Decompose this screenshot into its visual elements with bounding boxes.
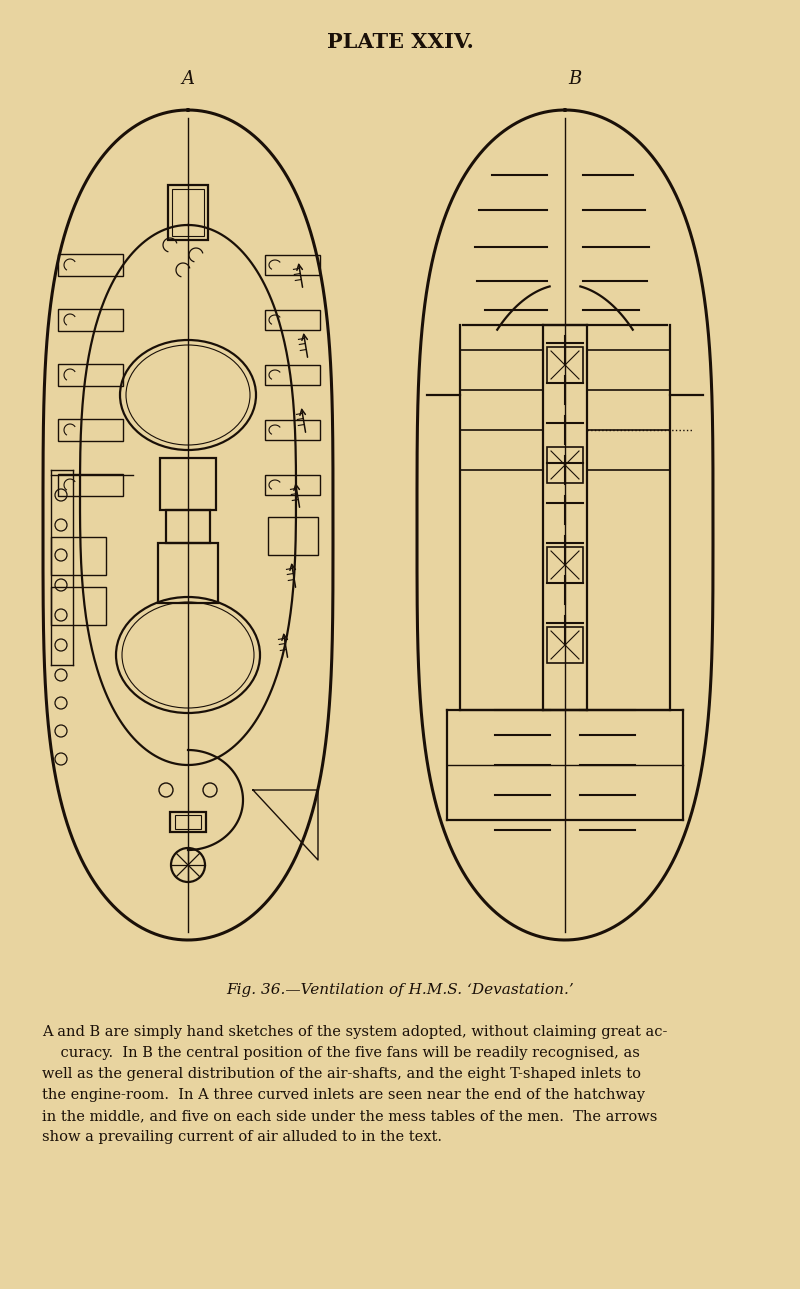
Bar	[265, 420, 320, 440]
Bar	[265, 309, 320, 330]
Text: curacy.  In B the central position of the five fans will be readily recognised, : curacy. In B the central position of the…	[42, 1045, 640, 1060]
Bar	[265, 365, 320, 385]
Bar	[547, 447, 583, 483]
Bar	[51, 538, 106, 575]
Bar	[170, 812, 206, 831]
Bar	[168, 186, 208, 240]
Bar	[58, 419, 123, 441]
Text: show a prevailing current of air alluded to in the text.: show a prevailing current of air alluded…	[42, 1130, 442, 1145]
Bar	[58, 474, 123, 496]
Bar	[58, 363, 123, 385]
Text: Fig. 36.—Ventilation of H.M.S. ‘Devastation.’: Fig. 36.—Ventilation of H.M.S. ‘Devastat…	[226, 984, 574, 996]
Bar	[58, 309, 123, 331]
Text: A: A	[182, 70, 194, 88]
Text: A and B are simply hand sketches of the system adopted, without claiming great a: A and B are simply hand sketches of the …	[42, 1025, 667, 1039]
Bar	[172, 189, 204, 236]
Bar	[175, 815, 201, 829]
Bar	[58, 254, 123, 276]
Bar	[547, 626, 583, 663]
Bar	[268, 517, 318, 556]
Bar	[547, 347, 583, 383]
Bar	[160, 458, 216, 510]
Bar	[265, 255, 320, 275]
Text: B: B	[568, 70, 582, 88]
Bar	[166, 510, 210, 543]
Text: in the middle, and five on each side under the mess tables of the men.  The arro: in the middle, and five on each side und…	[42, 1109, 658, 1123]
Text: well as the general distribution of the air-shafts, and the eight T-shaped inlet: well as the general distribution of the …	[42, 1067, 641, 1081]
Bar	[51, 586, 106, 625]
Bar	[158, 543, 218, 603]
Text: the engine-room.  In A three curved inlets are seen near the end of the hatchway: the engine-room. In A three curved inlet…	[42, 1088, 645, 1102]
Bar	[265, 476, 320, 495]
Text: PLATE XXIV.: PLATE XXIV.	[326, 32, 474, 52]
Bar	[547, 547, 583, 583]
